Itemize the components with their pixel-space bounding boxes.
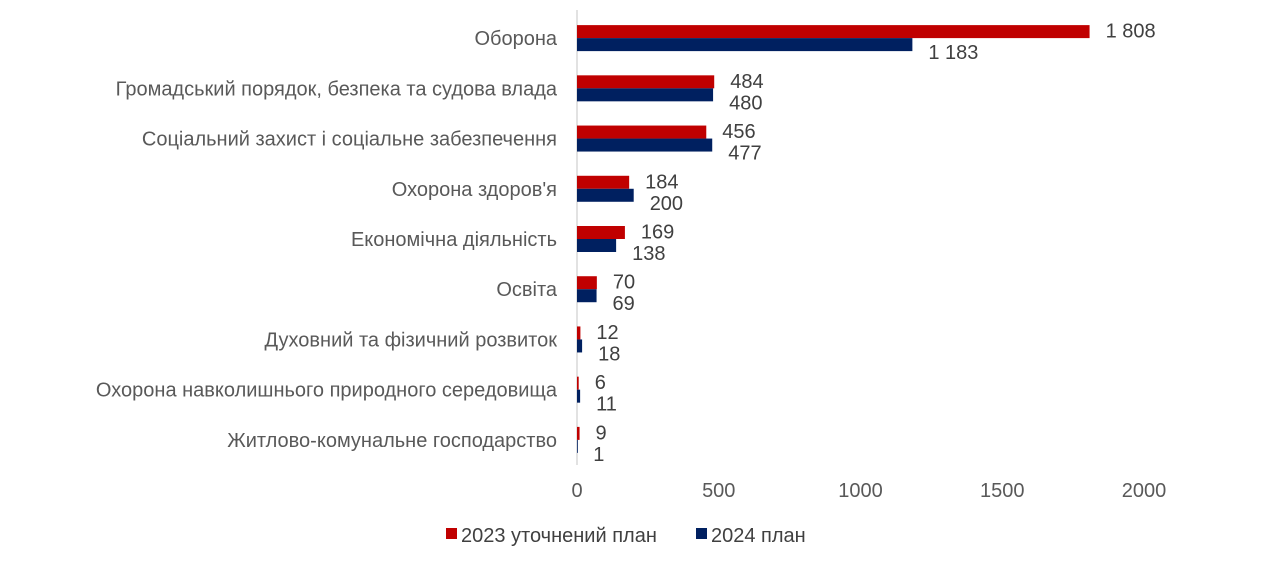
legend-label-2023: 2023 уточнений план xyxy=(461,525,657,547)
bar-2024 xyxy=(577,239,617,252)
bar-2023 xyxy=(577,175,630,189)
data-label: 1 xyxy=(593,444,604,466)
x-tick-label: 1500 xyxy=(980,480,1025,502)
bar-2024 xyxy=(577,88,714,102)
bar-2024 xyxy=(577,389,581,403)
x-tick-label: 0 xyxy=(571,480,582,502)
data-label: 138 xyxy=(632,243,665,265)
data-label: 477 xyxy=(728,143,761,165)
data-label: 9 xyxy=(596,422,607,444)
data-label: 12 xyxy=(596,322,618,344)
data-label: 69 xyxy=(613,293,635,315)
category-label: Оборона xyxy=(474,28,557,50)
legend: 2023 уточнений план 2024 план xyxy=(446,525,806,547)
bar-2023 xyxy=(577,75,715,89)
category-label: Соціальний захист і соціальне забезпечен… xyxy=(142,129,557,151)
data-label: 480 xyxy=(729,92,762,114)
data-label: 200 xyxy=(650,193,683,215)
category-labels: Оборона Громадський порядок, безпека та с… xyxy=(96,28,558,452)
bar-2023 xyxy=(577,226,625,239)
bar-2024 xyxy=(577,188,634,202)
bar-2024 xyxy=(577,138,713,152)
x-tick-label: 1000 xyxy=(838,480,883,502)
legend-label-2024: 2024 план xyxy=(711,525,806,547)
category-label: Охорона здоров'я xyxy=(392,179,557,201)
bar-2023 xyxy=(577,426,580,440)
data-label: 456 xyxy=(722,121,755,143)
data-label: 18 xyxy=(598,343,620,365)
bar-2023 xyxy=(577,376,579,390)
category-label: Охорона навколишнього природного середов… xyxy=(96,380,558,402)
category-label: Житлово-комунальне господарство xyxy=(227,430,557,452)
data-label: 11 xyxy=(596,394,617,416)
bars xyxy=(577,25,1090,453)
legend-swatch-2024 xyxy=(696,528,707,539)
category-label: Освіта xyxy=(496,279,558,301)
x-axis-ticks: 0 500 1000 1500 2000 xyxy=(571,480,1166,502)
bar-2023 xyxy=(577,125,707,139)
data-label: 169 xyxy=(641,222,674,244)
category-label: Економічна діяльність xyxy=(351,229,557,251)
bar-2023 xyxy=(577,25,1090,39)
legend-swatch-2023 xyxy=(446,528,457,539)
data-label: 70 xyxy=(613,272,635,294)
bar-2023 xyxy=(577,326,581,340)
bar-2024 xyxy=(577,339,583,353)
data-label: 184 xyxy=(645,171,678,193)
data-label: 484 xyxy=(730,71,763,93)
bar-2024 xyxy=(577,289,597,303)
category-label: Духовний та фізичний розвиток xyxy=(265,329,558,351)
x-tick-label: 2000 xyxy=(1122,480,1167,502)
bar-2024 xyxy=(577,38,913,52)
data-label: 6 xyxy=(595,372,606,394)
data-label: 1 183 xyxy=(928,42,978,64)
x-tick-label: 500 xyxy=(702,480,735,502)
category-label: Громадський порядок, безпека та судова в… xyxy=(116,78,558,100)
bar-2023 xyxy=(577,276,597,290)
bar-2024 xyxy=(577,439,578,453)
data-label: 1 808 xyxy=(1106,21,1156,43)
